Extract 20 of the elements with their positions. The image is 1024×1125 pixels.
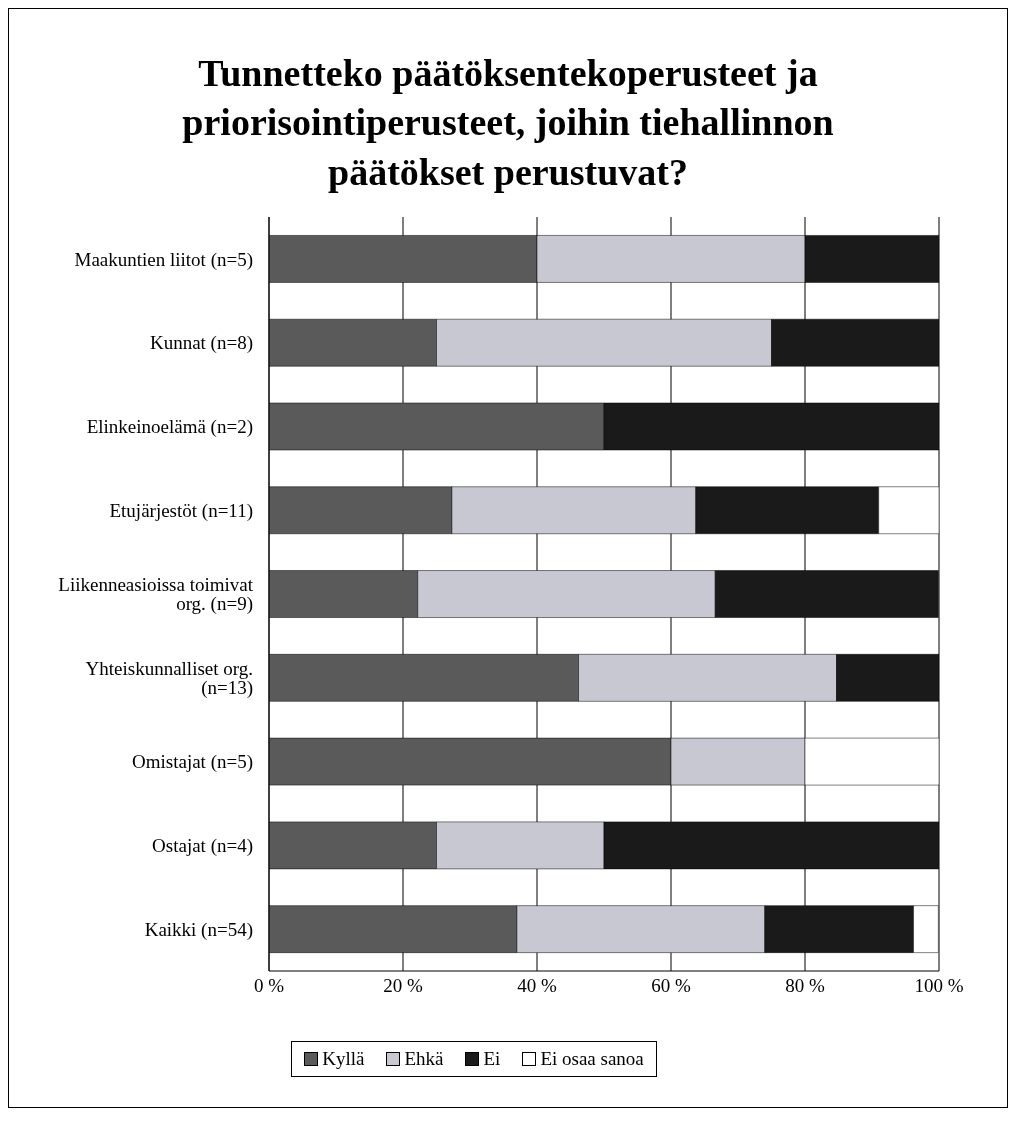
x-tick-label: 40 % [517,975,557,997]
y-tick-label: Maakuntien liitot (n=5) [74,248,253,271]
y-tick-label: Elinkeinoelämä (n=2) [86,416,253,439]
y-tick-label: Ostajat (n=4) [152,835,253,858]
y-tick-label: Yhteiskunnalliset org. (n=13) [85,658,253,700]
chart-title: Tunnetteko päätöksentekoperusteet ja priorisointiperusteet, joihin tiehallinnon päätökset perustuvat? [181,51,835,195]
x-tick-label: 80 % [785,975,825,997]
y-tick-label: Etujärjestöt (n=11) [109,500,253,523]
legend-label: Ehkä [403,1048,444,1071]
x-tick-label: 60 % [651,975,691,997]
legend-label: Ei osaa sanoa [539,1048,644,1071]
y-tick-label: Omistajat (n=5) [132,751,253,774]
legend-label: Kyllä [321,1048,365,1071]
y-tick-label: Kunnat (n=8) [149,332,253,355]
y-tick-label: Kaikki (n=54) [144,919,253,942]
x-tick-label: 100 % [914,975,964,997]
y-tick-label: Liikenneasioissa toimivat org. (n=9) [58,574,254,616]
x-tick-label: 0 % [253,975,285,997]
legend-label: Ei [482,1048,501,1071]
x-tick-label: 20 % [383,975,423,997]
